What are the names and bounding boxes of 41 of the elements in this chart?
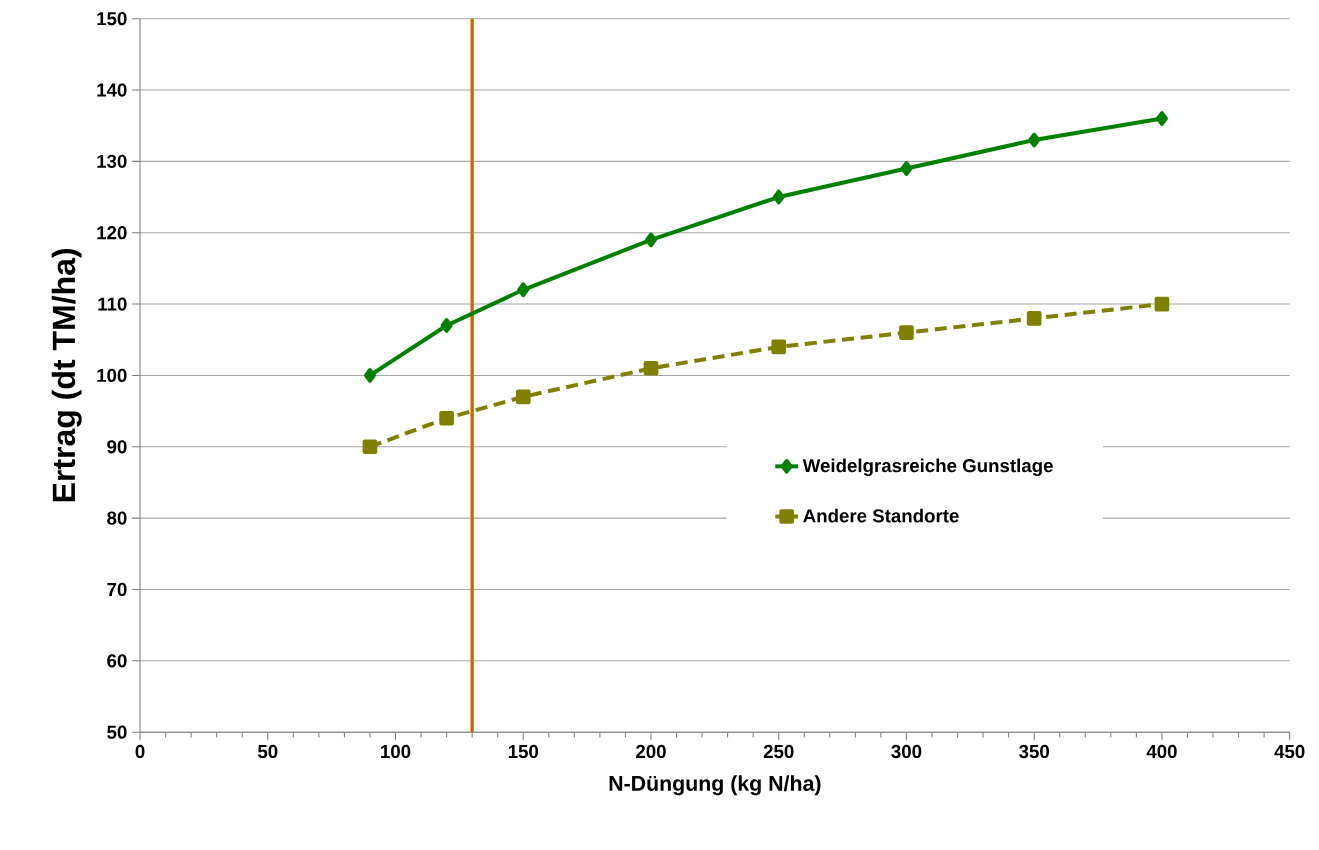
point: [515, 389, 531, 405]
y-tick-label: 120: [97, 226, 127, 240]
point: [899, 325, 914, 341]
x-tick-label: 250: [763, 745, 794, 759]
point: [771, 339, 787, 355]
x-tick-label: 150: [508, 745, 539, 759]
point: [1154, 296, 1170, 312]
x-tick-label: 450: [1274, 745, 1305, 759]
point: [900, 161, 913, 177]
y-tick-label: 140: [97, 83, 127, 97]
point: [1028, 132, 1041, 148]
y-tick-label: 110: [98, 297, 127, 311]
x-tick-label: 50: [257, 745, 278, 759]
x-tick-label: 300: [891, 745, 922, 759]
x-tick-label: 200: [636, 745, 666, 759]
point: [644, 232, 657, 248]
y-tick-label: 150: [97, 12, 127, 26]
x-axis-title: N-Düngung (kg N/ha): [609, 775, 821, 796]
y-tick-label: 100: [97, 369, 127, 383]
y-tick-label: 80: [107, 511, 127, 525]
point: [1155, 111, 1168, 127]
point: [363, 368, 376, 383]
point: [517, 282, 530, 298]
point: [772, 189, 785, 205]
x-tick-label: 400: [1146, 745, 1177, 759]
x-tick-label: 350: [1019, 745, 1049, 759]
y-tick-label: 90: [107, 440, 127, 454]
point: [1026, 311, 1042, 326]
point: [440, 318, 453, 334]
legend-label: Andere Standorte: [803, 509, 959, 523]
y-tick-label: 60: [107, 654, 127, 668]
point: [362, 439, 378, 455]
x-tick-label: 100: [381, 745, 411, 759]
y-tick-label: 70: [107, 583, 127, 597]
y-tick-label: 130: [97, 154, 127, 169]
legend-label: Weidelgrasreiche Gunstlage: [802, 458, 1053, 477]
point: [643, 361, 659, 376]
y-tick-label: 50: [107, 725, 127, 740]
point: [439, 411, 454, 426]
y-axis-title: Ertrag (dt TM/ha): [51, 249, 82, 502]
x-tick-label: 0: [135, 745, 145, 759]
